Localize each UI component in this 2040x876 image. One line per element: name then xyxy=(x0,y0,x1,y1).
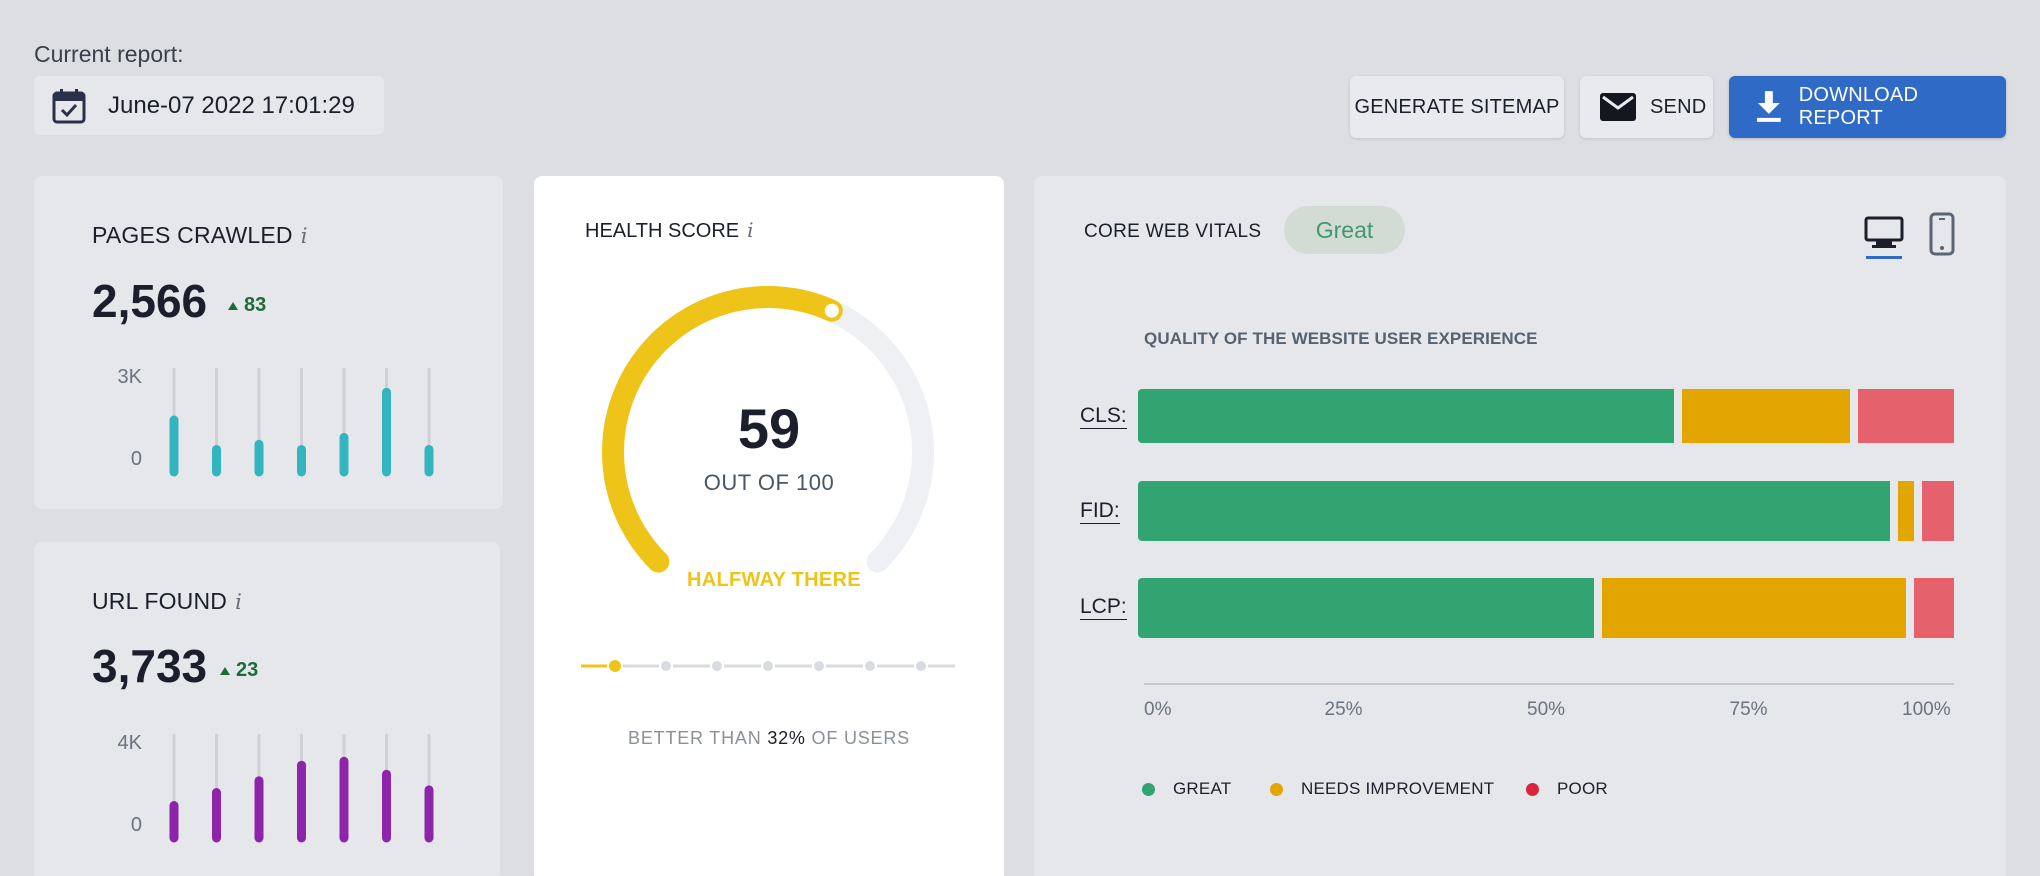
legend-needs-improvement-dot xyxy=(1270,782,1283,796)
legend-needs-improvement: NEEDS IMPROVEMENT xyxy=(1270,779,1494,799)
cwv-bar-row xyxy=(1138,389,1954,443)
cwv-bar-segment-great[interactable] xyxy=(1138,389,1674,443)
send-label: SEND xyxy=(1650,95,1707,118)
x-tick-label: 75% xyxy=(1729,699,1768,720)
url-found-chart xyxy=(169,734,434,843)
url-found-ymin: 0 xyxy=(130,814,142,836)
pages-crawled-ymin: 0 xyxy=(130,448,142,470)
progress-step-dot xyxy=(914,659,928,673)
cwv-bar-segment-needs-improvement[interactable] xyxy=(1682,389,1850,443)
cwv-bar-segment-poor[interactable] xyxy=(1914,578,1954,638)
url-found-title-text: URL FOUND xyxy=(92,588,228,614)
pages-crawled-title: PAGES CRAWLED i xyxy=(92,222,308,249)
health-score-gauge xyxy=(602,286,934,573)
cwv-bar-segment-great[interactable] xyxy=(1138,481,1890,541)
download-report-label: DOWNLOAD REPORT xyxy=(1798,84,1919,129)
pages-crawled-value: 2,566 xyxy=(92,275,208,327)
up-arrow-icon xyxy=(228,301,238,310)
url-found-ymax: 4K xyxy=(117,732,142,754)
cwv-bar-row xyxy=(1138,578,1954,638)
core-web-vitals-status-badge: Great xyxy=(1284,206,1405,254)
x-tick-label: 100% xyxy=(1902,699,1951,720)
pages-crawled-chart xyxy=(169,368,434,477)
legend-great: GREAT xyxy=(1142,779,1231,799)
info-icon[interactable]: i xyxy=(235,590,243,614)
info-icon[interactable]: i xyxy=(300,224,308,248)
url-found-title: URL FOUND i xyxy=(92,588,242,615)
cwv-bar-segment-needs-improvement[interactable] xyxy=(1602,578,1906,638)
current-report-label: Current report: xyxy=(34,41,184,67)
x-tick-label: 0% xyxy=(1144,699,1172,720)
download-report-button[interactable]: DOWNLOAD REPORT xyxy=(1729,76,2006,138)
progress-step-dot xyxy=(761,659,775,673)
x-tick-label: 50% xyxy=(1527,699,1566,720)
url-found-card: URL FOUND i 3,733 23 4K 0 xyxy=(34,542,500,876)
cwv-bar-segment-needs-improvement[interactable] xyxy=(1898,481,1914,541)
lcp-label[interactable]: LCP: xyxy=(1080,595,1127,620)
better-than-percent: 32% xyxy=(767,728,806,748)
cls-label[interactable]: CLS: xyxy=(1080,404,1127,429)
health-score-progress-steps xyxy=(581,658,955,674)
url-found-delta-value: 23 xyxy=(236,659,259,681)
legend-poor: POOR xyxy=(1526,779,1608,799)
core-web-vitals-subtitle: QUALITY OF THE WEBSITE USER EXPERIENCE xyxy=(1144,329,1538,348)
x-axis xyxy=(1144,683,1954,685)
progress-step-dot xyxy=(863,659,877,673)
cwv-bar-segment-poor[interactable] xyxy=(1922,481,1954,541)
pages-crawled-delta: 83 xyxy=(228,294,266,317)
send-button[interactable]: SEND xyxy=(1580,76,1713,138)
health-score-title-text: HEALTH SCORE xyxy=(585,220,740,242)
gauge-handle xyxy=(824,303,839,318)
url-found-value: 3,733 xyxy=(92,640,208,692)
progress-step-dot xyxy=(710,659,724,673)
health-score-card: HEALTH SCORE i 59 OUT OF 100 HALFWAY THER… xyxy=(534,176,1004,876)
pages-crawled-ymax: 3K xyxy=(117,366,142,388)
progress-step-dot xyxy=(812,659,826,673)
cwv-bar-segment-great[interactable] xyxy=(1138,578,1594,638)
x-tick-label: 25% xyxy=(1324,699,1363,720)
download-icon xyxy=(1756,91,1781,122)
health-score-value: 59 xyxy=(737,397,801,460)
health-score-title: HEALTH SCORE i xyxy=(585,218,754,243)
url-found-delta: 23 xyxy=(220,659,258,682)
desktop-icon[interactable] xyxy=(1864,214,1904,260)
generate-sitemap-button[interactable]: GENERATE SITEMAP xyxy=(1350,76,1564,138)
legend-great-label: GREAT xyxy=(1173,779,1232,798)
legend-needs-improvement-label: NEEDS IMPROVEMENT xyxy=(1301,779,1495,798)
pages-crawled-delta-value: 83 xyxy=(244,294,267,316)
envelope-icon xyxy=(1600,93,1636,121)
report-date: June-07 2022 17:01:29 xyxy=(108,91,355,119)
legend-great-dot xyxy=(1142,782,1155,796)
better-than-users: BETTER THAN 32% OF USERS xyxy=(534,728,1004,749)
progress-step-dot xyxy=(607,658,623,674)
cwv-bar-row xyxy=(1138,481,1954,541)
better-than-suffix: OF USERS xyxy=(805,728,910,748)
progress-step-dot xyxy=(659,659,673,673)
health-score-out-of: OUT OF 100 xyxy=(703,470,835,495)
up-arrow-icon xyxy=(220,666,230,675)
report-date-picker[interactable]: June-07 2022 17:01:29 xyxy=(34,76,384,135)
info-icon[interactable]: i xyxy=(747,218,754,242)
better-than-prefix: BETTER THAN xyxy=(628,728,768,748)
cwv-bar-segment-poor[interactable] xyxy=(1858,389,1954,443)
pages-crawled-card: PAGES CRAWLED i 2,566 83 3K 0 xyxy=(34,176,503,509)
core-web-vitals-card: CORE WEB VITALS Great QUALITY OF THE WEB… xyxy=(1034,176,2006,876)
generate-sitemap-label: GENERATE SITEMAP xyxy=(1354,95,1560,118)
gauge-fill xyxy=(602,286,843,573)
pages-crawled-title-text: PAGES CRAWLED xyxy=(92,222,293,248)
fid-label[interactable]: FID: xyxy=(1080,499,1120,524)
legend-poor-label: POOR xyxy=(1557,779,1608,798)
core-web-vitals-title: CORE WEB VITALS xyxy=(1084,221,1262,242)
mobile-icon[interactable] xyxy=(1926,212,1958,256)
legend-poor-dot xyxy=(1526,782,1539,796)
health-score-status: HALFWAY THERE xyxy=(687,569,861,591)
calendar-icon xyxy=(52,88,86,123)
